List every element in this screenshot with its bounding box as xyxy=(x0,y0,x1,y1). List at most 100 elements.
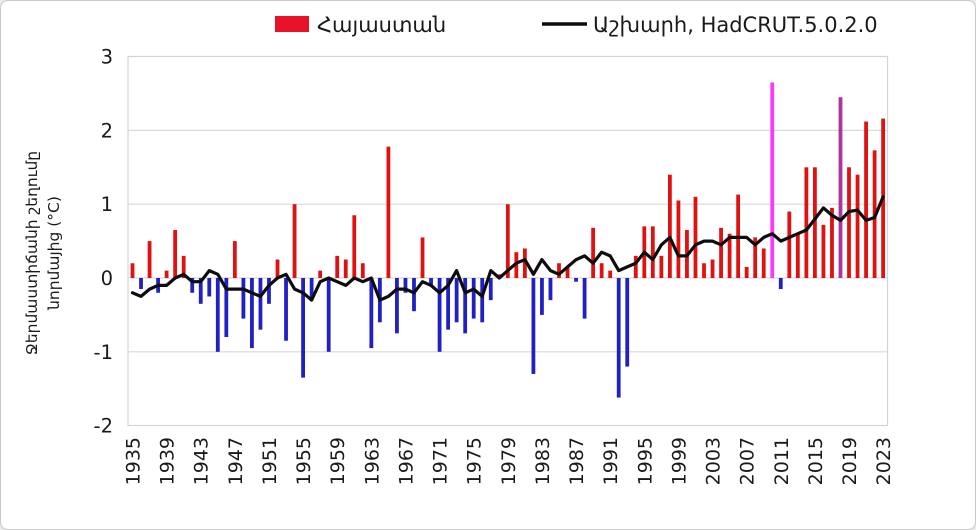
bar-1961 xyxy=(352,215,357,278)
x-tick-label-1967: 1967 xyxy=(396,437,418,485)
bar-1963 xyxy=(369,278,374,349)
bar-1962 xyxy=(360,263,365,278)
x-tick-label-1943: 1943 xyxy=(191,437,213,485)
y-axis-title-line1: Ջերմաստիճանի շեղումը xyxy=(23,151,41,355)
bar-1955 xyxy=(301,278,305,378)
plot-area-border xyxy=(127,55,889,427)
x-tick-label-1947: 1947 xyxy=(225,437,247,485)
x-tick-label-1935: 1935 xyxy=(123,437,145,485)
y-tick-label-2: 2 xyxy=(101,119,113,142)
bar-1992 xyxy=(616,278,621,398)
bar-1972 xyxy=(446,278,451,330)
x-tick-label-1955: 1955 xyxy=(293,437,315,485)
y-tick-label--2: -2 xyxy=(94,415,113,438)
armenia-bar-series xyxy=(130,82,886,398)
bar-1967 xyxy=(403,278,408,293)
bar-1947 xyxy=(232,241,237,278)
bar-1937 xyxy=(147,241,152,278)
y-tick-label--1: -1 xyxy=(94,341,113,364)
bar-1999 xyxy=(676,200,681,278)
bar-1945 xyxy=(215,278,220,352)
bar-2003 xyxy=(710,259,715,278)
bar-1940 xyxy=(173,230,178,278)
y-tick-label-1: 1 xyxy=(101,193,113,216)
x-tick-label-2023: 2023 xyxy=(873,437,895,485)
x-tick-label-1959: 1959 xyxy=(327,437,349,485)
bar-1998 xyxy=(667,174,672,278)
bar-1954 xyxy=(292,204,297,278)
bar-1939 xyxy=(164,270,169,278)
bar-1953 xyxy=(284,278,288,341)
bar-1997 xyxy=(659,255,664,278)
bar-1971 xyxy=(437,278,442,352)
bar-1977 xyxy=(488,278,493,301)
bar-1983 xyxy=(540,278,544,315)
legend-world-label: Աշխարհ, HadCRUT.5.0.2.0 xyxy=(593,13,878,37)
bar-1979 xyxy=(505,204,510,278)
bar-1965 xyxy=(386,146,391,278)
bar-1942 xyxy=(190,278,195,293)
bar-1960 xyxy=(343,259,348,278)
bar-1959 xyxy=(335,255,340,278)
x-tick-label-2011: 2011 xyxy=(771,437,793,485)
bar-2007 xyxy=(744,266,749,278)
bar-2013 xyxy=(795,233,800,278)
y-tick-label-3: 3 xyxy=(101,46,113,69)
x-axis-tick-labels: 1935 1939 1943 1947 1951 1955 1959 1963 1967 1971… xyxy=(123,437,896,485)
bar-2017 xyxy=(830,207,834,278)
x-tick-label-1975: 1975 xyxy=(464,437,486,485)
bar-2001 xyxy=(693,196,698,278)
x-tick-label-2003: 2003 xyxy=(703,437,725,485)
bar-2019 xyxy=(847,167,851,278)
bar-2004 xyxy=(719,227,723,278)
bar-1982 xyxy=(531,278,536,374)
bar-1984 xyxy=(548,278,553,301)
bar-1951 xyxy=(267,278,271,304)
x-tick-label-1979: 1979 xyxy=(498,437,520,485)
bar-1957 xyxy=(318,270,323,278)
x-tick-label-1939: 1939 xyxy=(157,437,179,485)
x-tick-label-1999: 1999 xyxy=(668,437,690,485)
bar-1973 xyxy=(454,278,459,323)
bar-1987 xyxy=(574,278,578,282)
x-tick-label-1971: 1971 xyxy=(430,437,452,485)
legend: Հայաստան Աշխարհ, HadCRUT.5.0.2.0 xyxy=(275,13,878,37)
bar-1985 xyxy=(557,263,561,278)
x-tick-label-1983: 1983 xyxy=(532,437,554,485)
bar-1990 xyxy=(599,263,604,278)
x-tick-label-1951: 1951 xyxy=(259,437,281,485)
bar-1941 xyxy=(181,255,186,278)
bar-2014 xyxy=(804,167,809,278)
bar-1975 xyxy=(471,278,476,319)
bar-1993 xyxy=(625,278,630,367)
bar-2015 xyxy=(813,167,817,278)
bar-1986 xyxy=(565,266,570,278)
x-tick-label-1995: 1995 xyxy=(634,437,656,485)
legend-armenia-label: Հայաստան xyxy=(317,13,446,37)
bar-1968 xyxy=(412,278,416,312)
bar-1936 xyxy=(139,278,143,290)
bar-1956 xyxy=(309,278,314,301)
bar-1974 xyxy=(463,278,468,334)
bar-1949 xyxy=(250,278,254,349)
bar-1970 xyxy=(429,278,433,286)
bar-1969 xyxy=(420,237,425,278)
bar-2002 xyxy=(702,263,706,278)
y-axis-title-line2: նորմայից (°C) xyxy=(45,196,63,311)
bar-2012 xyxy=(787,211,792,278)
bar-1948 xyxy=(241,278,246,319)
bar-2009 xyxy=(761,248,766,278)
bar-1994 xyxy=(633,255,638,278)
bar-1991 xyxy=(608,270,613,278)
bar-1944 xyxy=(207,278,212,297)
world-line-series xyxy=(130,195,885,302)
x-tick-label-2015: 2015 xyxy=(805,437,827,485)
bar-1952 xyxy=(275,259,280,278)
bar-2010 xyxy=(770,82,775,279)
bar-1935 xyxy=(130,263,135,278)
bar-1976 xyxy=(480,278,485,323)
bar-2005 xyxy=(727,233,732,278)
bar-1950 xyxy=(258,278,263,330)
bar-2021 xyxy=(864,121,868,278)
